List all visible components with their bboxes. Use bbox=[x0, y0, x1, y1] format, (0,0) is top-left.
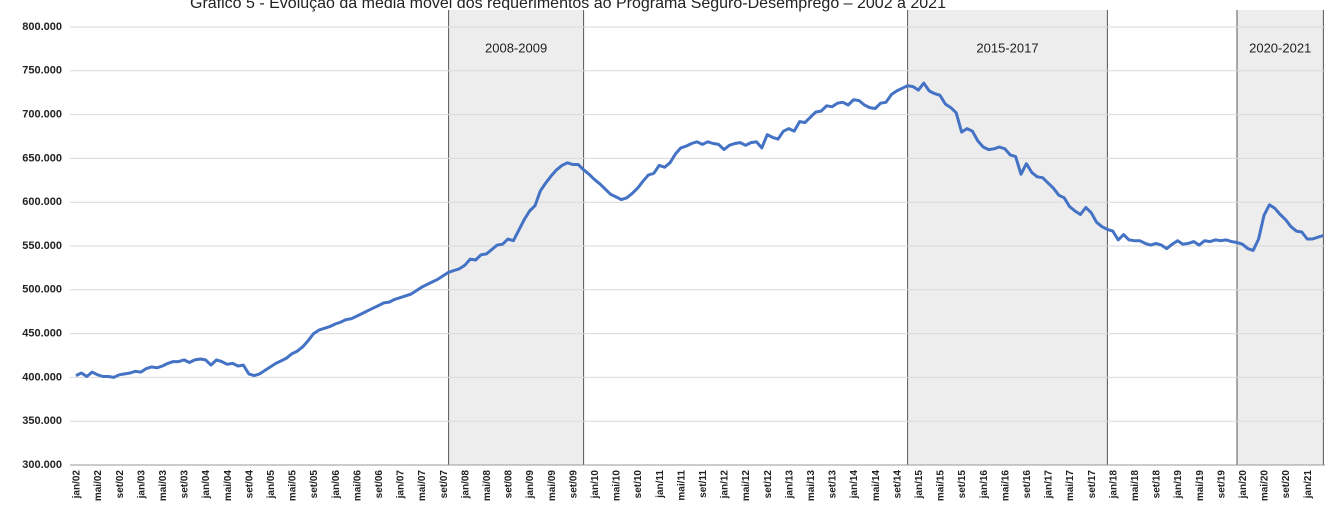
x-tick-label: mai/19 bbox=[1195, 470, 1206, 502]
y-tick-label: 350.000 bbox=[22, 415, 62, 427]
period-label: 2008-2009 bbox=[485, 40, 547, 55]
x-tick-label: set/14 bbox=[892, 470, 903, 499]
x-tick-label: jan/04 bbox=[201, 470, 212, 500]
y-tick-label: 450.000 bbox=[22, 328, 62, 340]
x-tick-label: set/19 bbox=[1216, 470, 1227, 499]
x-tick-label: set/06 bbox=[374, 470, 385, 499]
x-tick-label: mai/13 bbox=[806, 470, 817, 502]
x-tick-label: jan/08 bbox=[460, 470, 471, 500]
x-tick-label: mai/20 bbox=[1260, 470, 1271, 502]
x-tick-label: jan/17 bbox=[1044, 470, 1055, 500]
x-tick-label: set/11 bbox=[698, 470, 709, 498]
x-tick-label: set/08 bbox=[504, 470, 515, 499]
series-line bbox=[75, 81, 1324, 379]
x-tick-label: set/07 bbox=[439, 470, 450, 499]
x-tick-label: jan/09 bbox=[525, 470, 536, 500]
x-tick-label: set/17 bbox=[1087, 470, 1098, 499]
x-tick-label: mai/08 bbox=[482, 470, 493, 502]
y-tick-label: 300.000 bbox=[22, 459, 62, 471]
x-tick-label: jan/15 bbox=[914, 470, 925, 500]
x-tick-label: mai/09 bbox=[547, 470, 558, 502]
period-label: 2015-2017 bbox=[976, 40, 1038, 55]
x-tick-label: mai/03 bbox=[158, 470, 169, 502]
x-tick-label: jan/21 bbox=[1303, 470, 1314, 500]
y-tick-label: 650.000 bbox=[22, 152, 62, 164]
x-tick-label: set/15 bbox=[957, 470, 968, 499]
x-tick-label: mai/12 bbox=[741, 470, 752, 502]
x-tick-label: set/03 bbox=[180, 470, 191, 499]
x-tick-label: set/09 bbox=[568, 470, 579, 499]
x-tick-label: mai/06 bbox=[352, 470, 363, 502]
x-tick-label: set/16 bbox=[1022, 470, 1033, 499]
x-tick-label: jan/02 bbox=[72, 470, 83, 500]
x-tick-label: set/12 bbox=[763, 470, 774, 499]
x-tick-label: jan/06 bbox=[331, 470, 342, 500]
x-tick-label: mai/11 bbox=[676, 470, 687, 501]
y-tick-label: 800.000 bbox=[22, 21, 62, 33]
x-tick-label: jan/11 bbox=[655, 470, 666, 499]
x-tick-label: mai/05 bbox=[288, 470, 299, 502]
x-tick-label: set/20 bbox=[1281, 470, 1292, 499]
y-tick-label: 400.000 bbox=[22, 371, 62, 383]
x-tick-label: jan/05 bbox=[266, 470, 277, 500]
x-tick-label: jan/18 bbox=[1108, 470, 1119, 500]
x-tick-label: jan/13 bbox=[784, 470, 795, 500]
chart-title: Gráfico 5 - Evolução da média móvel dos … bbox=[190, 0, 946, 12]
x-tick-label: mai/14 bbox=[871, 470, 882, 502]
x-tick-label: set/10 bbox=[633, 470, 644, 499]
x-tick-label: mai/18 bbox=[1130, 470, 1141, 502]
x-tick-label: mai/16 bbox=[1000, 470, 1011, 502]
y-tick-label: 750.000 bbox=[22, 65, 62, 77]
x-tick-label: jan/14 bbox=[849, 470, 860, 500]
x-tick-label: mai/15 bbox=[936, 470, 947, 502]
x-tick-label: set/18 bbox=[1152, 470, 1163, 499]
x-tick-label: jan/12 bbox=[720, 470, 731, 500]
period-band bbox=[907, 10, 1108, 465]
x-tick-label: set/04 bbox=[244, 470, 255, 499]
x-tick-label: jan/20 bbox=[1238, 470, 1249, 500]
x-tick-label: jan/10 bbox=[590, 470, 601, 500]
y-tick-label: 700.000 bbox=[22, 109, 62, 121]
y-tick-label: 600.000 bbox=[22, 196, 62, 208]
x-tick-label: jan/19 bbox=[1173, 470, 1184, 500]
x-tick-label: mai/04 bbox=[223, 470, 234, 502]
x-tick-label: set/13 bbox=[828, 470, 839, 499]
period-label: 2020-2021 bbox=[1249, 40, 1311, 55]
x-tick-label: mai/10 bbox=[612, 470, 623, 502]
x-tick-label: mai/07 bbox=[417, 470, 428, 502]
x-tick-label: mai/02 bbox=[93, 470, 104, 502]
x-tick-label: set/05 bbox=[309, 470, 320, 499]
x-tick-label: mai/17 bbox=[1065, 470, 1076, 502]
x-tick-label: set/02 bbox=[115, 470, 126, 499]
y-tick-label: 500.000 bbox=[22, 284, 62, 296]
y-tick-label: 550.000 bbox=[22, 240, 62, 252]
x-tick-label: jan/03 bbox=[136, 470, 147, 500]
x-tick-label: jan/07 bbox=[396, 470, 407, 500]
x-tick-label: jan/16 bbox=[979, 470, 990, 500]
